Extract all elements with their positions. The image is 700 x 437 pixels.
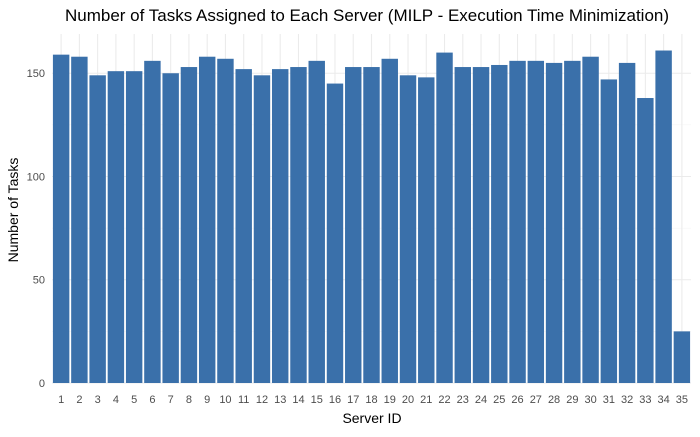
bar-server-21 — [418, 77, 435, 383]
y-axis-ticks: 0 50 100 150 — [27, 68, 45, 390]
bar-server-11 — [235, 69, 252, 383]
x-tick-label: 12 — [256, 394, 268, 406]
bar-server-30 — [582, 56, 599, 384]
x-tick-label: 28 — [548, 394, 560, 406]
x-tick-label: 11 — [238, 394, 249, 406]
bar-server-12 — [253, 75, 271, 384]
bar-server-24 — [472, 67, 490, 384]
bar-server-35 — [673, 331, 691, 383]
x-axis-label: Server ID — [342, 410, 401, 426]
bar-server-23 — [454, 67, 472, 384]
bar-server-3 — [89, 75, 106, 384]
x-tick-label: 10 — [219, 394, 231, 406]
x-tick-label: 19 — [384, 394, 396, 406]
bar-server-8 — [180, 67, 198, 384]
x-tick-label: 14 — [292, 394, 304, 406]
bar-server-14 — [290, 67, 307, 384]
x-tick-label: 18 — [365, 394, 377, 406]
x-tick-label: 5 — [131, 394, 137, 406]
y-tick-label: 0 — [39, 378, 45, 390]
bar-server-19 — [381, 58, 398, 383]
bar-server-34 — [655, 50, 672, 383]
x-tick-label: 13 — [274, 394, 286, 406]
x-tick-label: 4 — [113, 394, 119, 406]
x-tick-label: 1 — [58, 394, 64, 406]
chart-title: Number of Tasks Assigned to Each Server … — [65, 6, 669, 25]
x-tick-label: 27 — [530, 394, 542, 406]
bar-server-32 — [618, 62, 636, 383]
x-tick-label: 25 — [493, 394, 505, 406]
x-tick-label: 17 — [347, 394, 359, 406]
bar-server-15 — [308, 60, 325, 383]
x-tick-label: 2 — [76, 394, 82, 406]
x-tick-label: 22 — [438, 394, 450, 406]
x-tick-label: 35 — [676, 394, 688, 406]
bar-server-31 — [600, 79, 618, 384]
x-tick-label: 23 — [457, 394, 469, 406]
bar-server-20 — [399, 75, 417, 384]
x-tick-label: 20 — [402, 394, 414, 406]
bar-server-17 — [345, 67, 362, 384]
x-tick-label: 34 — [657, 394, 669, 406]
bar-server-5 — [125, 71, 143, 383]
x-tick-label: 24 — [475, 394, 487, 406]
y-tick-label: 150 — [27, 68, 45, 80]
x-tick-label: 15 — [311, 394, 323, 406]
x-tick-label: 33 — [639, 394, 651, 406]
bar-server-6 — [144, 60, 161, 383]
x-tick-label: 26 — [511, 394, 523, 406]
bar-server-25 — [491, 64, 508, 384]
x-tick-label: 16 — [329, 394, 341, 406]
bar-server-7 — [162, 73, 179, 383]
x-tick-label: 3 — [95, 394, 101, 406]
bar-server-16 — [326, 83, 344, 383]
bar-server-22 — [436, 52, 453, 383]
bar-server-13 — [271, 69, 289, 383]
bar-server-4 — [107, 71, 125, 383]
x-tick-label: 6 — [149, 394, 155, 406]
x-axis-ticks: 1 2 3 4 5 6 7 8 9 10 11 12 13 14 15 16 17 18 19 20 21 22 23 24 2… — [58, 394, 688, 406]
bar-server-10 — [217, 58, 234, 383]
x-tick-label: 30 — [584, 394, 596, 406]
bars — [52, 50, 691, 384]
bar-server-1 — [52, 54, 70, 384]
y-axis-label: Number of Tasks — [5, 158, 21, 263]
bar-server-2 — [71, 56, 88, 384]
x-tick-label: 31 — [603, 394, 615, 406]
x-tick-label: 7 — [168, 394, 174, 406]
bar-server-28 — [545, 62, 563, 383]
bar-server-9 — [198, 56, 216, 384]
bar-server-29 — [564, 60, 581, 383]
bar-server-26 — [509, 60, 526, 383]
bar-server-27 — [527, 60, 545, 383]
x-tick-label: 32 — [621, 394, 633, 406]
x-tick-label: 29 — [566, 394, 578, 406]
bar-server-18 — [363, 67, 380, 384]
x-tick-label: 8 — [186, 394, 192, 406]
y-tick-label: 100 — [27, 171, 45, 183]
x-tick-label: 21 — [420, 394, 432, 406]
x-tick-label: 9 — [204, 394, 210, 406]
y-tick-label: 50 — [33, 275, 45, 287]
bar-server-33 — [637, 98, 654, 383]
